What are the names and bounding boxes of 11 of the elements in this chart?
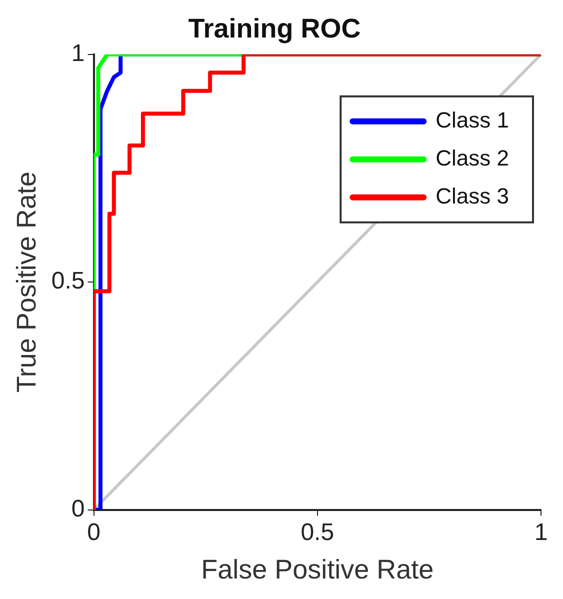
chart-title: Training ROC xyxy=(188,14,361,44)
legend-label: Class 3 xyxy=(436,183,509,208)
legend-label: Class 2 xyxy=(436,145,509,170)
x-axis-title: False Positive Rate xyxy=(201,554,434,584)
x-tick-label: 0.5 xyxy=(300,518,334,546)
legend-label: Class 1 xyxy=(436,107,509,132)
x-tick-label: 1 xyxy=(534,518,548,546)
y-axis-title: True Positive Rate xyxy=(12,172,42,393)
y-tick-label: 0.5 xyxy=(51,268,85,295)
y-tick-label: 0 xyxy=(71,495,85,522)
y-tick-label: 1 xyxy=(71,40,85,68)
